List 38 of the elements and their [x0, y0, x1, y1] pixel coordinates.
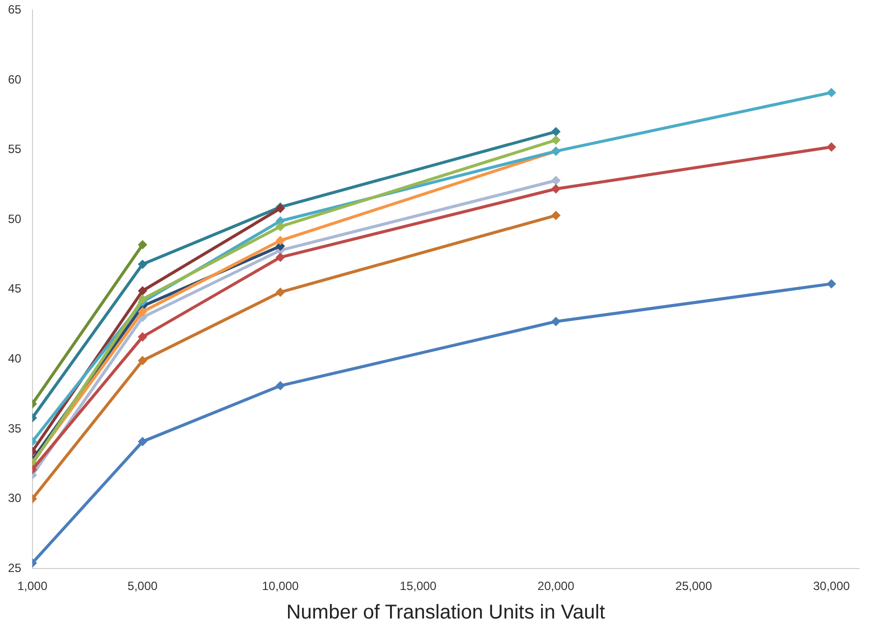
point — [276, 288, 285, 297]
x-tick-label: 20,000 — [538, 579, 575, 594]
point — [138, 294, 148, 304]
y-tick-label: 30 — [8, 491, 22, 506]
point — [138, 260, 148, 269]
y-tick-label: 65 — [8, 2, 22, 17]
point — [826, 279, 836, 288]
point — [138, 437, 148, 446]
point — [138, 307, 148, 316]
point — [551, 136, 560, 145]
point — [551, 184, 560, 194]
point — [276, 222, 285, 232]
y-tick-label: 35 — [8, 421, 22, 436]
y-tick-label: 60 — [8, 72, 22, 86]
x-tick-label: 25,000 — [675, 579, 712, 594]
y-tick-label: 55 — [8, 142, 22, 156]
x-tick-label: 5,000 — [128, 579, 158, 594]
y-tick-label: 40 — [8, 352, 22, 366]
point — [826, 142, 836, 152]
point — [551, 210, 560, 220]
point — [551, 127, 560, 136]
point — [138, 356, 148, 366]
x-tick-label: 30,000 — [813, 579, 850, 594]
x-axis-title: Number of Translation Units in Vault — [286, 602, 606, 624]
point — [276, 236, 285, 246]
point — [276, 252, 285, 262]
point — [551, 317, 560, 326]
x-tick-label: 15,000 — [400, 579, 437, 594]
point — [551, 176, 560, 186]
y-tick-label: 50 — [8, 212, 22, 226]
y-tick-label: 45 — [8, 282, 22, 296]
x-tick-label: 1,000 — [17, 579, 48, 594]
point — [138, 286, 148, 296]
x-tick-label: 10,000 — [262, 579, 300, 594]
point — [276, 381, 285, 390]
point — [826, 88, 836, 98]
point — [138, 332, 148, 342]
y-tick-label: 25 — [8, 560, 22, 575]
